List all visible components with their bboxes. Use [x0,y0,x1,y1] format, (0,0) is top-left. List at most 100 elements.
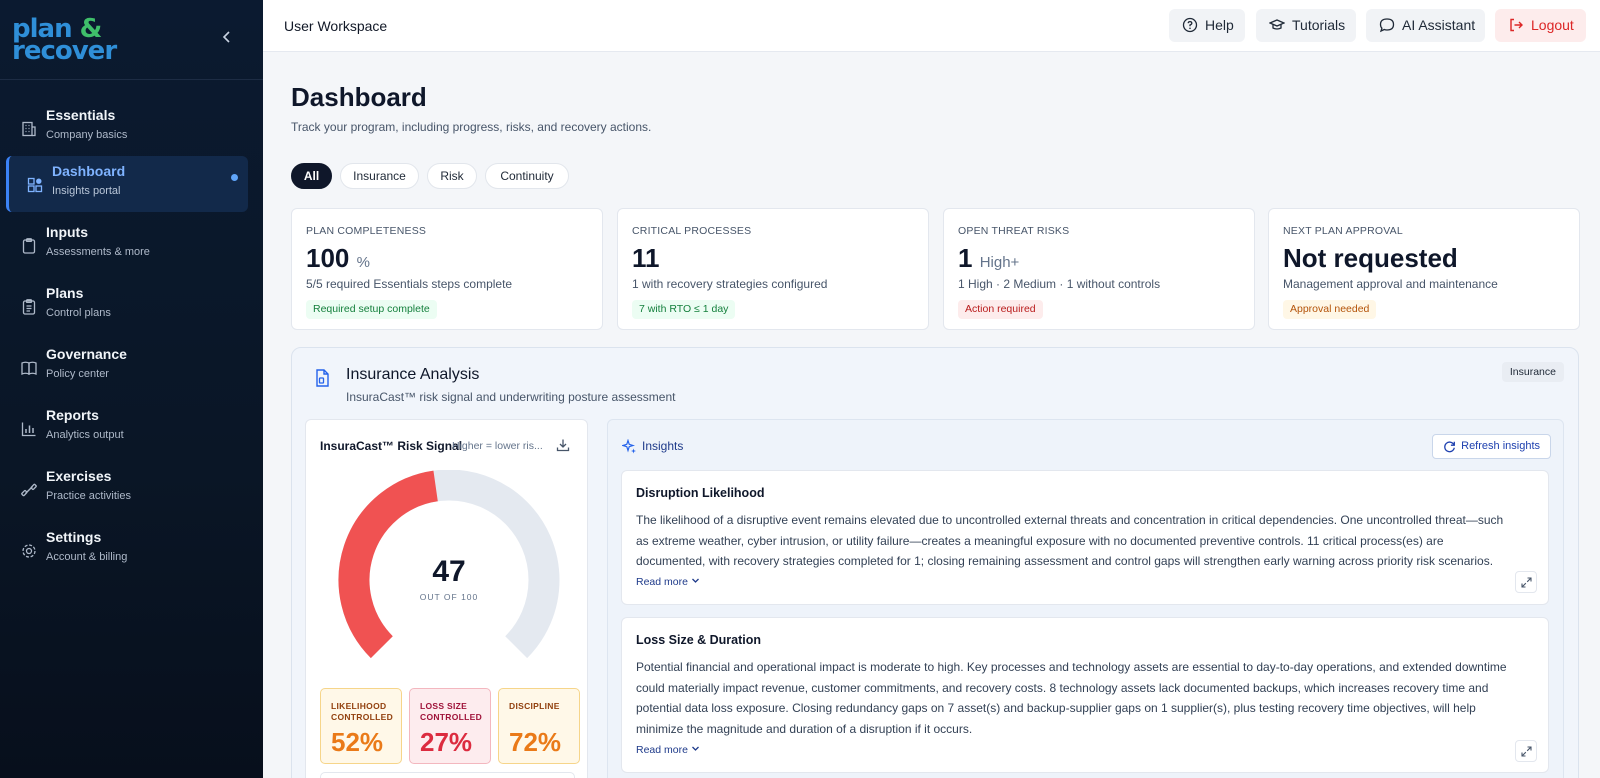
sidebar-item-essentials[interactable]: Essentials Company basics [6,100,248,156]
sidebar-item-reports[interactable]: Reports Analytics output [6,400,248,456]
bar-chart-icon [21,422,36,437]
filter-chip-continuity[interactable]: Continuity [485,163,569,189]
status-badge: Required setup complete [306,300,437,319]
refresh-icon [1444,441,1456,453]
logo-text-plan: plan [12,14,73,44]
sidebar-item-subtitle: Insights portal [52,185,121,197]
building-icon [22,121,36,137]
expand-icon [1521,577,1532,588]
sidebar-item-title: Settings [46,529,102,545]
chat-bubble-icon [1379,18,1395,33]
chevron-down-icon [691,746,699,751]
read-more-link[interactable]: Read more [636,744,700,756]
stat-number: 11 [632,243,660,273]
ai-assistant-button[interactable]: AI Assistant [1366,9,1485,42]
refresh-insights-label: Refresh insights [1461,440,1540,452]
risk-score-caption: OUT OF 100 [419,592,479,602]
sidebar-item-governance[interactable]: Governance Policy center [6,339,248,395]
stat-value: 1 High+ [958,243,1019,274]
stat-label: PLAN COMPLETENESS [306,225,427,237]
risk-score-value: 47 [432,555,466,588]
sidebar-divider [0,79,263,80]
metric-label-line: DISCIPLINE [509,701,560,711]
status-badge: Approval needed [1283,300,1377,319]
metric-value: 52% [331,727,384,757]
ai-assistant-label: AI Assistant [1402,17,1476,33]
risk-signal-hint: Higher = lower ris... [452,440,543,452]
insight-title: Loss Size & Duration [636,633,762,647]
brand-logo[interactable]: plan & recover [12,16,152,64]
help-button[interactable]: Help [1169,9,1245,42]
shield-document-icon [316,369,329,387]
top-bar: User Workspace Help Tutorials AI Assista… [263,0,1600,52]
stat-number: Not requested [1283,243,1458,273]
sparkles-icon [622,439,636,454]
stat-unit: % [356,254,370,271]
logo-ampersand: & [79,14,103,44]
collapse-sidebar-button[interactable] [218,28,236,46]
stat-number: 100 [306,243,350,273]
panel-subtitle: InsuraCast™ risk signal and underwriting… [346,390,676,404]
logout-label: Logout [1531,17,1574,33]
insight-title: Disruption Likelihood [636,486,765,500]
insights-title: Insights [642,439,684,453]
status-badge: 7 with RTO ≤ 1 day [632,300,736,319]
download-icon[interactable] [556,438,570,452]
refresh-insights-button[interactable]: Refresh insights [1432,434,1551,459]
stat-card-plan-completeness: PLAN COMPLETENESS 100 % 5/5 required Ess… [291,208,603,330]
logout-icon [1510,18,1523,32]
expand-button[interactable] [1515,740,1537,762]
sidebar-item-exercises[interactable]: Exercises Practice activities [6,461,248,517]
metric-loss-size-controlled: LOSS SIZE CONTROLLED 27% [409,688,491,764]
chevron-left-icon [222,31,230,43]
sidebar-item-subtitle: Policy center [46,368,109,380]
sidebar-item-inputs[interactable]: Inputs Assessments & more [6,217,248,273]
expand-icon [1521,746,1532,757]
sidebar-item-title: Dashboard [52,163,126,179]
sidebar-item-settings[interactable]: Settings Account & billing [6,522,248,578]
dumbbell-icon [21,483,37,497]
metric-label: DISCIPLINE [509,701,560,712]
stat-label: NEXT PLAN APPROVAL [1283,225,1403,237]
expand-button[interactable] [1515,571,1537,593]
insight-body: Potential financial and operational impa… [636,660,1507,736]
metric-likelihood-controlled: LIKELIHOOD CONTROLLED 52% [320,688,402,764]
stat-card-critical-processes: CRITICAL PROCESSES 11 1 with recovery st… [617,208,929,330]
stat-card-next-plan-approval: NEXT PLAN APPROVAL Not requested Managem… [1268,208,1580,330]
status-badge: Action required [958,300,1043,319]
sidebar-item-plans[interactable]: Plans Control plans [6,278,248,334]
filter-chip-all[interactable]: All [291,163,332,189]
sidebar-item-title: Plans [46,285,84,301]
logout-button[interactable]: Logout [1495,9,1586,42]
filter-chip-risk[interactable]: Risk [427,163,477,189]
stat-label: OPEN THREAT RISKS [958,225,1070,237]
stat-value: 100 % [306,243,370,274]
risk-signal-title: InsuraCast™ Risk Signal [320,439,463,453]
sidebar-item-subtitle: Analytics output [46,429,124,441]
insight-card-loss-size-duration: Loss Size & Duration Potential financial… [621,617,1549,773]
insights-panel: Insights Refresh insights Disruption Lik… [607,419,1564,778]
metric-value: 27% [420,727,473,757]
signal-card-footer [320,772,575,778]
metric-value: 72% [509,727,562,757]
sidebar-item-title: Reports [46,407,99,423]
risk-gauge [338,470,560,659]
read-more-link[interactable]: Read more [636,576,700,588]
sidebar-item-dashboard[interactable]: Dashboard Insights portal [6,156,248,212]
sidebar-item-subtitle: Control plans [46,307,111,319]
stat-description: Management approval and maintenance [1283,277,1498,291]
gauge-fill [338,470,439,659]
chevron-down-icon [691,578,699,583]
sidebar-item-title: Inputs [46,224,88,240]
graduation-cap-icon [1269,19,1285,30]
stat-label: CRITICAL PROCESSES [632,225,752,237]
stat-value: Not requested [1283,243,1458,274]
help-label: Help [1205,17,1234,33]
sidebar-item-title: Essentials [46,107,116,123]
sidebar-item-subtitle: Company basics [46,129,128,141]
stat-description: 1 High · 2 Medium · 1 without controls [958,277,1161,291]
filter-chip-insurance[interactable]: Insurance [340,163,419,189]
sidebar-item-subtitle: Practice activities [46,490,131,502]
metric-label: LOSS SIZE CONTROLLED [420,701,482,723]
tutorials-button[interactable]: Tutorials [1256,9,1356,42]
